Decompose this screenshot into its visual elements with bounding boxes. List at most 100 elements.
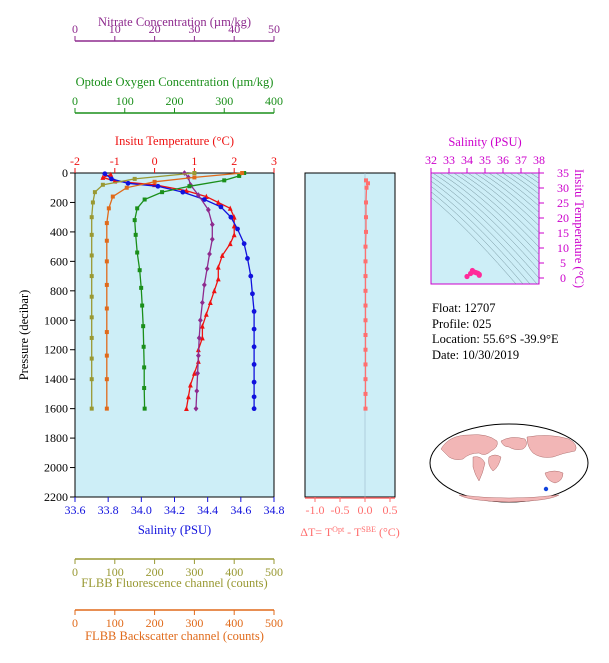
salinity-point [155, 183, 161, 189]
salinity-tick-label: 34.8 [264, 503, 285, 517]
salinity-tick-label: 33.6 [65, 503, 86, 517]
ts-y-tick-label: 10 [557, 241, 569, 255]
oxygen-series [132, 171, 247, 411]
temperature-point [199, 323, 205, 329]
oxygen-axis: 0 100 200 300 400 Optode Oxygen Concentration… [72, 75, 283, 114]
fluorescence-point [90, 200, 95, 205]
ts-y-tick-label: 5 [560, 256, 566, 270]
nitrate-point [209, 221, 215, 228]
backscatter-point [110, 194, 115, 199]
backscatter-point [124, 185, 129, 190]
fluorescence-point [89, 232, 94, 237]
delta-t-point [364, 200, 368, 205]
backscatter-point [152, 179, 157, 184]
ts-isopycnal [488, 173, 539, 213]
nitrate-point [199, 299, 205, 306]
fluorescence-point [89, 377, 94, 382]
oxygen-point [237, 173, 242, 178]
delta-t-point [363, 377, 368, 382]
ts-isopycnal [495, 173, 539, 207]
salinity-point [251, 309, 257, 314]
oxygen-point [135, 206, 140, 211]
oxygen-tick-label: 100 [116, 94, 134, 108]
backscatter-axis-title: FLBB Backscatter channel (counts) [85, 629, 264, 643]
nitrate-tick-label: 40 [228, 22, 240, 36]
delta-t-point [364, 185, 369, 190]
delta-t-line [364, 180, 369, 409]
oxygen-tick-label: 0 [72, 94, 78, 108]
fluorescence-point [89, 356, 94, 361]
delta-t-point [363, 318, 368, 323]
delta-t-series [363, 178, 370, 411]
oxygen-tick-label: 400 [265, 94, 283, 108]
oxygen-tick-label: 300 [215, 94, 233, 108]
ts-isopycnal [431, 180, 538, 284]
salinity-point [102, 171, 108, 177]
oxygen-point [222, 178, 227, 183]
temperature-point [184, 187, 189, 194]
fluorescence-point [89, 215, 94, 220]
ts-y-tick-label: 35 [557, 166, 569, 180]
temperature-point [108, 171, 114, 177]
nitrate-axis: 0 10 20 30 40 50 Nitrate Concentration (µm/kg) [72, 15, 280, 42]
temperature-tick-label: -2 [70, 154, 80, 168]
backscatter-point [104, 406, 109, 411]
ts-x-tick-label: 32 [425, 153, 437, 167]
backscatter-tick-label: 100 [106, 616, 124, 630]
nitrate-point [195, 352, 201, 359]
delta-t-point [363, 303, 368, 308]
temperature-point [203, 311, 209, 317]
salinity-series [102, 171, 257, 412]
temperature-axis: -2 -1 0 1 2 3 Insitu Temperature (°C) [70, 134, 277, 173]
salinity-point [109, 176, 114, 182]
nitrate-point [207, 251, 212, 257]
pressure-tick-label: 1600 [44, 402, 68, 416]
salinity-point [245, 256, 250, 261]
backscatter-point [104, 377, 109, 382]
backscatter-point [104, 238, 109, 243]
salinity-axis: 33.6 33.8 34.0 34.2 34.4 34.6 34.8 Salinity (PS… [65, 497, 285, 537]
profile-series [89, 170, 257, 412]
delta-t-tick-label: -1.0 [306, 503, 325, 517]
salinity-line [104, 173, 255, 409]
oxygen-point [142, 365, 147, 370]
fluorescence-point [92, 190, 97, 195]
oxygen-line [134, 172, 245, 409]
delta-t-point [364, 229, 368, 234]
delta-t-point [363, 362, 368, 367]
fluorescence-point [89, 294, 94, 299]
ts-isopycnal [439, 173, 539, 263]
pressure-tick-label: 1400 [44, 372, 68, 386]
fluorescence-point [132, 176, 137, 181]
temperature-point [211, 287, 217, 294]
backscatter-tick-label: 0 [72, 616, 78, 630]
delta-t-point [366, 181, 370, 186]
nitrate-tick-label: 0 [72, 22, 78, 36]
temperature-point [192, 370, 197, 376]
salinity-point [235, 226, 240, 232]
pressure-tick-label: 1800 [44, 431, 68, 445]
delta-t-point [364, 178, 368, 183]
oxygen-point [137, 268, 142, 273]
backscatter-tick-label: 200 [146, 616, 164, 630]
delta-t-tick-label: -0.5 [331, 503, 350, 517]
delta-t-point [364, 215, 368, 220]
ts-isopycnal [502, 173, 539, 201]
salinity-point [251, 344, 257, 350]
temperature-tick-label: 0 [152, 154, 158, 168]
pressure-tick-label: 400 [50, 225, 68, 239]
delta-t-tick-label: 0.0 [358, 503, 373, 517]
fluorescence-tick-label: 300 [185, 565, 203, 579]
pressure-tick-label: 200 [50, 195, 68, 209]
temperature-tick-label: 3 [271, 154, 277, 168]
nitrate-tick-label: 50 [268, 22, 280, 36]
salinity-point [251, 379, 257, 385]
temperature-point [215, 276, 221, 282]
temperature-point [215, 264, 221, 270]
backscatter-point [192, 175, 197, 180]
ts-isopycnal [431, 197, 517, 284]
ts-x-tick-label: 33 [443, 153, 455, 167]
temperature-tick-label: -1 [110, 154, 120, 168]
fluorescence-point [89, 253, 94, 258]
fluorescence-tick-label: 400 [225, 565, 243, 579]
